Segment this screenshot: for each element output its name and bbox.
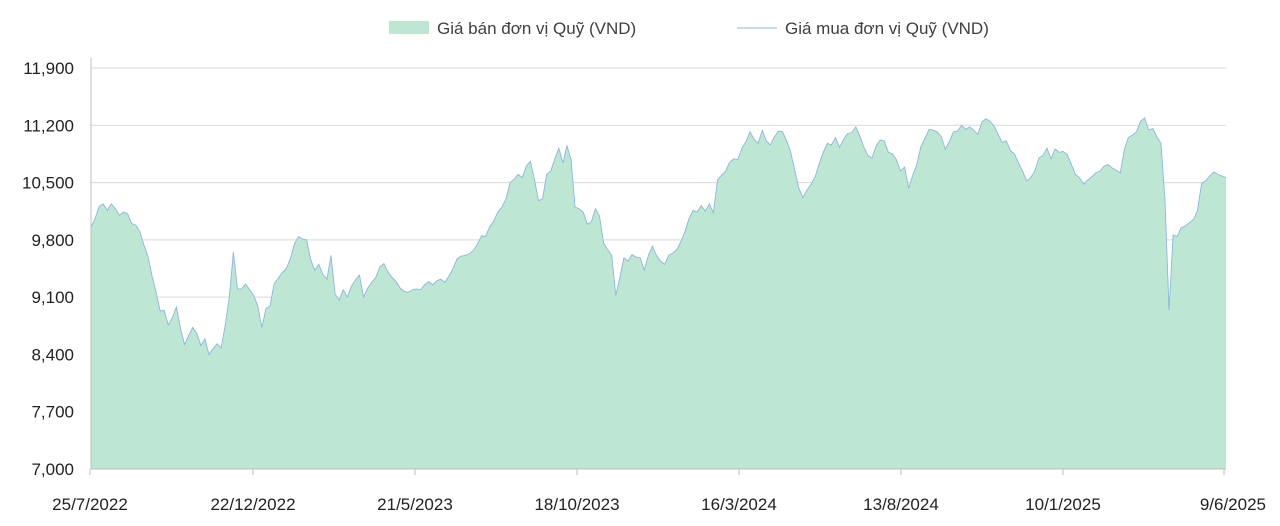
y-tick-label: 11,900 bbox=[23, 59, 74, 78]
x-tick-label: 9/6/2025 bbox=[1200, 495, 1266, 514]
x-tick-label: 21/5/2023 bbox=[377, 495, 453, 514]
buy-price-line bbox=[90, 117, 1227, 356]
y-tick-label: 9,800 bbox=[31, 231, 74, 250]
y-tick-label: 7,000 bbox=[31, 460, 74, 479]
y-tick-label: 11,200 bbox=[23, 116, 74, 135]
x-tick-label: 10/1/2025 bbox=[1025, 495, 1101, 514]
y-tick-label: 8,400 bbox=[31, 345, 74, 364]
axis-layer: 7,000 7,700 8,400 9,100 9,800 10,500 11,200 11,… bbox=[22, 58, 1266, 514]
x-tick-label: 18/10/2023 bbox=[534, 495, 619, 514]
x-tick-label: 25/7/2022 bbox=[52, 495, 128, 514]
y-tick-label: 9,100 bbox=[31, 288, 74, 307]
legend: Giá bán đơn vị Quỹ (VND) Giá mua đơn vị … bbox=[389, 19, 989, 38]
x-tick-label: 16/3/2024 bbox=[701, 495, 777, 514]
y-tick-label: 10,500 bbox=[22, 174, 74, 193]
y-tick-label: 7,700 bbox=[31, 403, 74, 422]
x-tick-label: 22/12/2022 bbox=[210, 495, 295, 514]
sell-price-area bbox=[91, 117, 1226, 470]
legend-label-buy: Giá mua đơn vị Quỹ (VND) bbox=[785, 19, 989, 38]
legend-label-sell: Giá bán đơn vị Quỹ (VND) bbox=[437, 19, 636, 38]
x-tick-label: 13/8/2024 bbox=[863, 495, 939, 514]
legend-swatch-sell bbox=[389, 21, 429, 34]
area-layer bbox=[90, 117, 1227, 470]
